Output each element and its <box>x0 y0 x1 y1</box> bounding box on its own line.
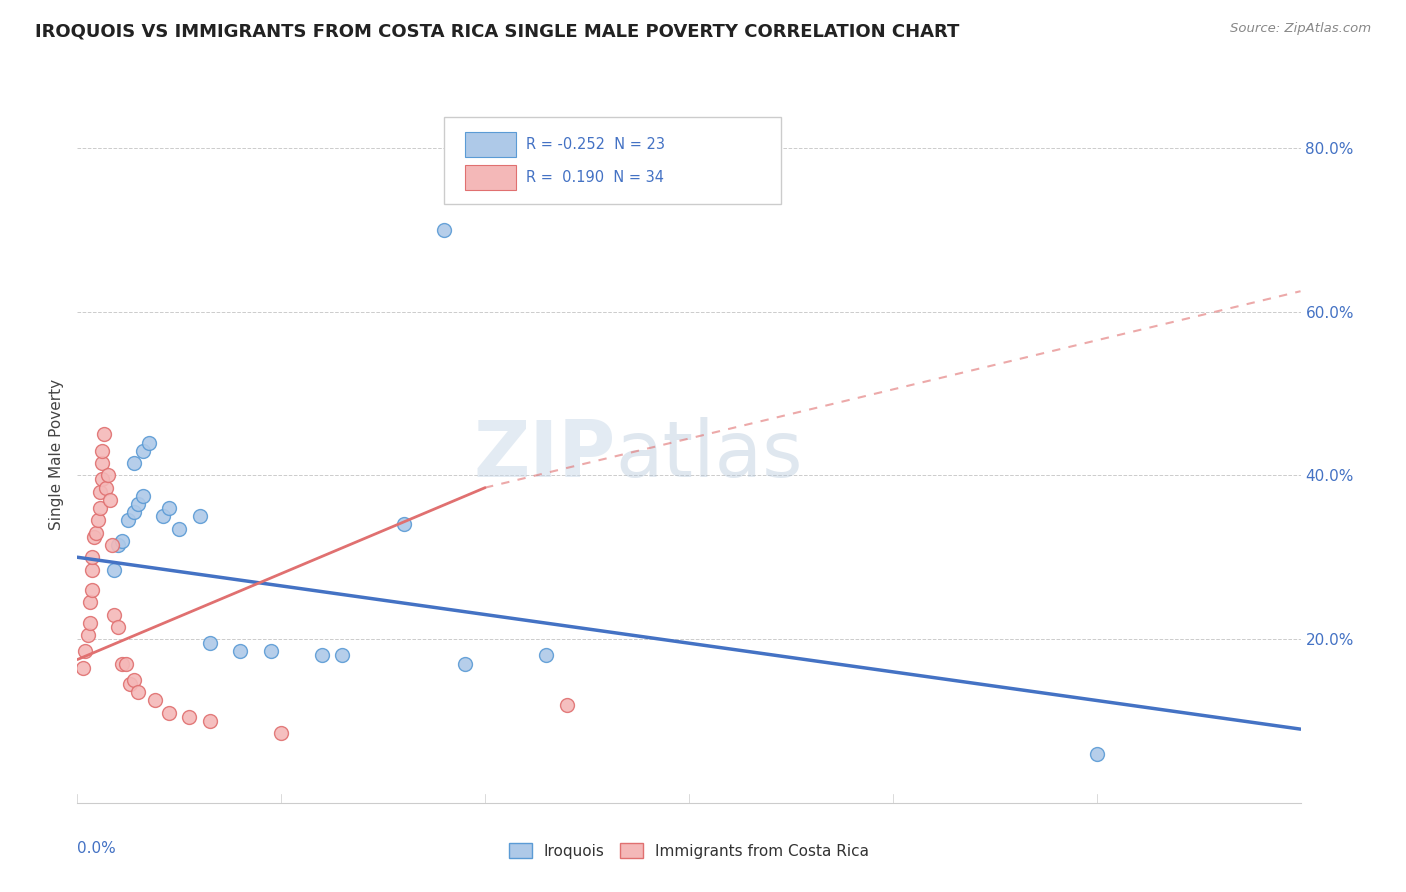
Point <box>103 562 125 576</box>
Point <box>270 726 292 740</box>
Point <box>97 468 120 483</box>
Point <box>72 661 94 675</box>
Point <box>157 501 180 516</box>
Point <box>392 517 415 532</box>
Point <box>143 693 166 707</box>
FancyBboxPatch shape <box>444 118 780 204</box>
Point <box>332 648 354 663</box>
Point <box>90 443 112 458</box>
Point <box>76 628 98 642</box>
FancyBboxPatch shape <box>465 132 516 157</box>
Point <box>157 706 180 720</box>
Point <box>80 562 103 576</box>
Point <box>89 484 111 499</box>
Point <box>98 492 121 507</box>
Point <box>107 620 129 634</box>
Text: atlas: atlas <box>616 417 803 493</box>
Point <box>128 685 150 699</box>
Text: 0.0%: 0.0% <box>77 841 117 856</box>
Point <box>90 473 112 487</box>
Point <box>198 714 221 728</box>
Point <box>131 443 153 458</box>
Point <box>152 509 174 524</box>
Point <box>89 501 111 516</box>
Point <box>79 595 101 609</box>
Point <box>94 481 117 495</box>
Point <box>101 538 124 552</box>
Point <box>124 673 146 687</box>
Point <box>138 435 160 450</box>
Text: IROQUOIS VS IMMIGRANTS FROM COSTA RICA SINGLE MALE POVERTY CORRELATION CHART: IROQUOIS VS IMMIGRANTS FROM COSTA RICA S… <box>35 22 959 40</box>
Point <box>555 698 578 712</box>
Point <box>229 644 252 658</box>
Text: ZIP: ZIP <box>474 417 616 493</box>
Point <box>179 710 201 724</box>
Point <box>80 550 103 565</box>
Point <box>87 513 110 527</box>
Point <box>311 648 333 663</box>
Point <box>117 513 139 527</box>
Point <box>124 456 146 470</box>
Point <box>83 530 105 544</box>
Point <box>120 677 142 691</box>
Point <box>454 657 477 671</box>
Point <box>260 644 283 658</box>
Point <box>84 525 107 540</box>
Point <box>433 223 456 237</box>
Point <box>103 607 125 622</box>
Point <box>111 533 134 548</box>
Point <box>115 657 138 671</box>
Point <box>93 427 115 442</box>
Y-axis label: Single Male Poverty: Single Male Poverty <box>49 379 65 531</box>
Legend: Iroquois, Immigrants from Costa Rica: Iroquois, Immigrants from Costa Rica <box>502 837 876 864</box>
Text: Source: ZipAtlas.com: Source: ZipAtlas.com <box>1230 22 1371 36</box>
Text: R =  0.190  N = 34: R = 0.190 N = 34 <box>526 169 664 185</box>
Point <box>198 636 221 650</box>
Point <box>107 538 129 552</box>
Point <box>111 657 134 671</box>
FancyBboxPatch shape <box>465 165 516 190</box>
Point <box>90 456 112 470</box>
Point <box>80 582 103 597</box>
Point <box>124 505 146 519</box>
Point <box>188 509 211 524</box>
Point <box>536 648 558 663</box>
Point <box>1085 747 1108 761</box>
Point <box>128 497 150 511</box>
Text: R = -0.252  N = 23: R = -0.252 N = 23 <box>526 137 665 153</box>
Point <box>169 522 191 536</box>
Point <box>75 644 97 658</box>
Point <box>79 615 101 630</box>
Point <box>131 489 153 503</box>
